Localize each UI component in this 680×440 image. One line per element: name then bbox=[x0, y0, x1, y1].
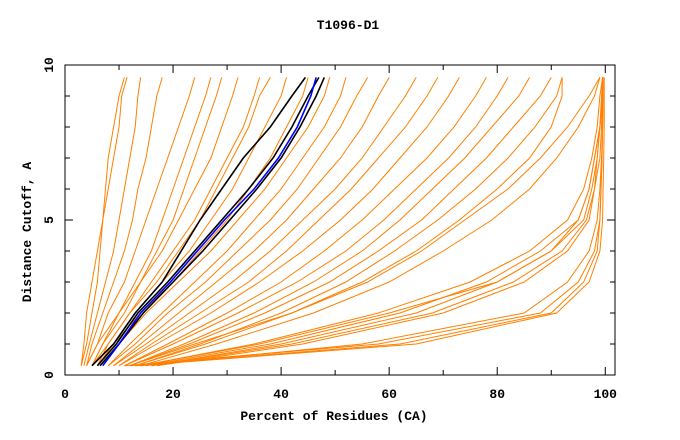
series-line-other-27 bbox=[140, 77, 604, 367]
series-line-other-15 bbox=[113, 77, 390, 367]
x-tick-label: 60 bbox=[381, 387, 397, 402]
x-tick-label: 80 bbox=[489, 387, 505, 402]
x-tick-label: 40 bbox=[273, 387, 289, 402]
series-line-other-11 bbox=[86, 77, 223, 366]
series-line-other-19 bbox=[124, 77, 487, 367]
series-line-other-1 bbox=[83, 77, 142, 366]
series-line-other-14 bbox=[107, 77, 369, 367]
series-line-other-36 bbox=[140, 77, 604, 367]
chart-title: T1096-D1 bbox=[317, 18, 380, 33]
series-line-highlight-black-38 bbox=[96, 76, 320, 367]
series-line-other-17 bbox=[118, 77, 439, 367]
x-tick-label: 0 bbox=[61, 387, 69, 402]
series-line-other-6 bbox=[96, 77, 260, 366]
series-line-other-22 bbox=[129, 77, 552, 367]
series-line-other-16 bbox=[113, 77, 417, 367]
series-line-other-31 bbox=[156, 77, 604, 367]
series-line-other-25 bbox=[135, 77, 601, 367]
series-line-other-3 bbox=[86, 77, 196, 366]
series-line-other-9 bbox=[102, 77, 331, 366]
series-line-other-33 bbox=[129, 77, 604, 367]
series-line-other-4 bbox=[91, 77, 212, 366]
series-line-other-23 bbox=[135, 77, 563, 367]
series-line-other-34 bbox=[124, 77, 604, 367]
y-tick-label: 5 bbox=[42, 216, 57, 224]
x-axis-label: Percent of Residues (CA) bbox=[240, 409, 427, 424]
series-line-other-5 bbox=[91, 77, 239, 366]
series-lines bbox=[80, 76, 605, 367]
series-line-highlight-black-37 bbox=[91, 76, 307, 367]
y-tick-label: 0 bbox=[42, 371, 57, 379]
series-line-other-18 bbox=[118, 77, 460, 367]
series-line-other-20 bbox=[124, 77, 509, 367]
series-line-other-13 bbox=[107, 77, 347, 367]
series-line-other-12 bbox=[80, 77, 125, 366]
series-line-highlight-black-39 bbox=[99, 77, 326, 367]
y-axis-label: Distance Cutoff, A bbox=[20, 162, 35, 303]
axis-ticks bbox=[64, 64, 615, 376]
x-tick-labels: 0 20 40 60 80 100 bbox=[61, 387, 617, 402]
y-tick-labels: 0 5 10 bbox=[42, 57, 57, 379]
series-line-other-26 bbox=[140, 77, 601, 367]
series-line-other-32 bbox=[140, 77, 604, 367]
series-line-other-2 bbox=[86, 77, 163, 366]
x-tick-label: 20 bbox=[165, 387, 181, 402]
series-line-other-35 bbox=[135, 77, 605, 367]
series-line-other-24 bbox=[129, 77, 563, 367]
series-line-other-21 bbox=[129, 77, 531, 367]
series-line-highlight-blue-40 bbox=[102, 77, 317, 367]
series-line-other-0 bbox=[80, 77, 128, 366]
y-tick-label: 10 bbox=[42, 57, 57, 73]
series-line-other-7 bbox=[96, 77, 287, 366]
x-tick-label: 100 bbox=[594, 387, 618, 402]
